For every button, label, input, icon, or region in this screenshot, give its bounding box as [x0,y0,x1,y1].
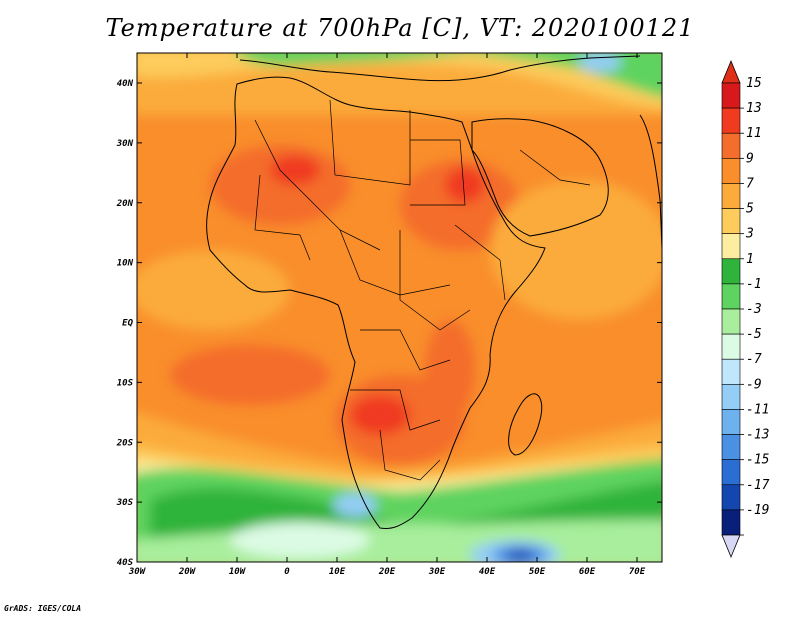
field-north-light-blue [578,53,622,72]
lat-label: 40N [117,79,134,89]
field-southern-africa-core [350,395,410,435]
colorbar-swatch [721,409,741,435]
colorbar-swatch [721,308,741,335]
field-south-cyan [230,522,370,558]
colorbar: 15 13 11 9 7 5 3 1 -1 -3 -5 -7 -9 -11 -13 -15 -17 -19 [721,59,770,559]
colorbar-swatch [721,384,741,410]
arabia-coastline [471,118,609,237]
colorbar-label: 15 [746,76,762,91]
temperature-field [137,53,662,562]
lon-label: 70E [629,567,646,577]
lat-label: 30N [116,139,134,149]
lon-label: 50E [529,567,546,577]
colorbar-swatch [721,132,741,159]
colorbar-label: 5 [746,202,754,217]
field-east-africa-hot [425,320,475,420]
colorbar-swatch [721,107,741,134]
colorbar-label: -9 [746,377,762,392]
lat-label: 10S [117,378,134,388]
credit-text: GrADS: IGES/COLA [4,604,82,613]
field-sahara-hot [210,145,350,225]
colorbar-swatch [721,333,741,360]
colorbar-swatch [721,158,741,184]
colorbar-label: -17 [746,478,770,493]
lon-label: 10W [229,567,247,577]
field-sudan-core [445,167,485,203]
lon-label: 10E [329,567,346,577]
colorbar-swatch [721,459,741,486]
field-south-light-blue-w [333,493,377,517]
field-tropical-mild-e [490,180,662,320]
lon-label: 60E [579,567,596,577]
colorbar-label: -7 [746,352,762,367]
lon-label: 20E [378,567,396,577]
field-tropical-mild-w [137,250,290,330]
lat-label: 30S [116,498,134,508]
longitude-axis: 30W 20W 10W 0 10E 20E 30E 40E 50E 60E 70E [128,53,646,577]
colorbar-label: -19 [746,503,769,518]
colorbar-swatch [721,183,741,209]
colorbar-label: 3 [745,227,754,242]
field-north-green [237,53,662,98]
colorbar-swatch [721,434,741,460]
map-title: Temperature at 700hPa [C], VT: 202010012… [105,14,695,42]
colorbar-label: -3 [746,302,762,317]
field-north-yellow [137,53,662,109]
colorbar-swatch [721,258,741,285]
coastlines [206,55,662,529]
colorbar-label: -15 [746,453,770,468]
field-sahara-core [270,155,320,185]
europe-coastline [239,55,641,82]
colorbar-swatch [721,509,741,536]
colorbar-label: 11 [746,126,762,141]
colorbar-swatch [721,283,741,310]
colorbar-swatch [721,484,741,511]
lon-label: 30W [128,567,147,577]
colorbar-label: -5 [746,327,762,342]
lat-label: 10N [117,259,134,269]
colorbar-label: 13 [746,101,762,116]
lat-label: 40S [117,558,134,568]
lon-label: 20W [178,567,197,577]
india-coastline [639,114,662,261]
lat-label: 20N [116,199,134,209]
field-south-dark-blue [506,550,534,562]
colorbar-swatch [721,208,741,234]
map-frame [136,52,663,563]
lat-label: EQ [122,319,133,329]
colorbar-swatch [721,82,741,109]
colorbar-label: 9 [746,151,754,166]
latitude-axis: 40N 30N 20N 10N EQ 10S 20S 30S 40S [116,79,662,568]
lon-label: 40E [479,567,496,577]
colorbar-label: -1 [746,277,762,292]
colorbar-swatch [721,358,741,385]
colorbar-label: 1 [746,252,754,267]
lat-label: 20S [116,438,134,448]
colorbar-top-cap [721,59,741,84]
madagascar-coastline [508,393,543,456]
colorbar-label: 7 [746,176,754,191]
lon-label: 30E [428,567,446,577]
field-south-atlantic-hot [170,345,330,405]
colorbar-bottom-cap [721,534,741,559]
colorbar-swatch [721,233,741,260]
africa-coastline [206,76,546,529]
colorbar-label: -11 [746,402,769,417]
colorbar-label: -13 [746,428,769,443]
country-borders [254,99,591,481]
lon-label: 0 [284,567,290,577]
